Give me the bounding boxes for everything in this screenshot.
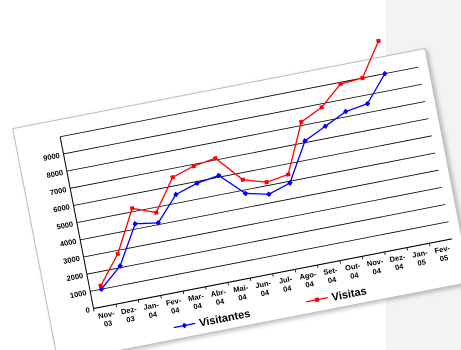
data-point-visitantes [173, 191, 179, 198]
gridline [80, 169, 439, 241]
data-point-visitas [213, 155, 218, 161]
data-point-visitas [129, 205, 135, 211]
x-tick-label: Dez-03 [120, 304, 139, 325]
legend-marker [314, 297, 320, 303]
data-point-visitantes [343, 108, 349, 115]
data-point-visitas [264, 179, 269, 185]
x-tick-mark [227, 282, 229, 286]
data-point-visitantes [194, 180, 200, 187]
y-tick-label: 4000 [59, 237, 77, 249]
data-point-visitas [338, 81, 343, 87]
gridline [70, 118, 429, 189]
data-point-visitantes [215, 172, 222, 179]
y-tick-label: 5000 [56, 219, 74, 231]
x-tick-mark [249, 277, 252, 282]
y-tick-label: 0 [85, 305, 91, 315]
x-tick-label: Jan-05 [411, 248, 430, 269]
data-point-visitas [285, 172, 291, 177]
x-tick-mark [339, 260, 341, 264]
data-point-visitantes [266, 191, 272, 197]
y-tick-label: 1000 [69, 288, 87, 300]
gridline [63, 83, 422, 155]
data-point-visitantes [117, 263, 123, 269]
data-point-visitas [319, 104, 325, 110]
data-point-visitas [153, 210, 159, 215]
x-tick-label: Mai-04 [233, 283, 252, 304]
x-tick-mark [182, 291, 185, 295]
x-tick-label: Abr-04 [210, 287, 229, 308]
x-tick-mark [406, 247, 409, 251]
x-tick-label: Jan-04 [143, 300, 162, 321]
data-point-visitas [240, 177, 246, 183]
data-point-visitantes [242, 190, 249, 197]
y-tick-label: 2000 [66, 271, 84, 283]
x-tick-mark [361, 256, 364, 260]
data-point-visitantes [364, 101, 371, 107]
y-tick-label: 9000 [42, 151, 60, 163]
y-axis [59, 136, 95, 309]
x-tick-mark [205, 286, 207, 290]
x-tick-mark [93, 308, 95, 312]
data-point-visitas [115, 251, 121, 257]
y-tick-label: 3000 [62, 254, 80, 266]
data-point-visitas [298, 119, 304, 125]
x-tick-label: Nov-04 [366, 256, 386, 277]
data-point-visitantes [132, 221, 138, 227]
data-point-visitantes [322, 123, 329, 129]
x-tick-label: Dez-04 [389, 252, 408, 273]
x-tick-mark [137, 299, 140, 303]
data-point-visitantes [287, 180, 293, 186]
data-point-visitantes [155, 220, 161, 226]
gridline [90, 221, 449, 292]
data-point-visitas [191, 163, 197, 169]
y-tick-label: 7000 [49, 185, 67, 197]
x-tick-label: Jul-04 [278, 274, 295, 294]
gridline [76, 152, 436, 224]
x-tick-label: Fev-05 [434, 243, 453, 264]
data-point-visitantes [302, 138, 308, 144]
gridline [73, 135, 432, 206]
x-tick-mark [115, 304, 117, 308]
x-tick-label: Set-04 [322, 265, 340, 285]
data-point-visitas [98, 283, 104, 289]
x-tick-mark [317, 264, 319, 269]
gridline [66, 101, 426, 172]
gridline [86, 204, 446, 275]
x-tick-mark [294, 269, 297, 273]
x-tick-mark [160, 295, 162, 299]
data-point-visitas [170, 174, 175, 180]
x-tick-label: Out-04 [344, 261, 363, 282]
x-tick-label: Fev-04 [165, 296, 184, 317]
x-tick-label: Ago-04 [299, 269, 320, 290]
gridline [83, 186, 442, 258]
x-tick-label: Mar-04 [187, 291, 206, 312]
plot-area: 0 1000 2000 3000 4000 5000 6000 7000 8000 9000 Nov… [42, 38, 453, 330]
chart-paper [12, 47, 461, 350]
data-point-visitantes [382, 70, 388, 77]
x-tick-mark [429, 243, 431, 247]
legend-marker [181, 322, 188, 329]
x-tick-mark [384, 251, 386, 255]
y-tick-label: 8000 [46, 168, 64, 180]
x-tick-mark [272, 273, 274, 277]
data-point-visitas [360, 75, 365, 81]
x-tick-label: Jun-04 [254, 278, 273, 299]
data-point-visitas [376, 38, 381, 44]
x-tick-label: Nov-03 [97, 309, 117, 330]
y-tick-label: 6000 [52, 202, 70, 214]
